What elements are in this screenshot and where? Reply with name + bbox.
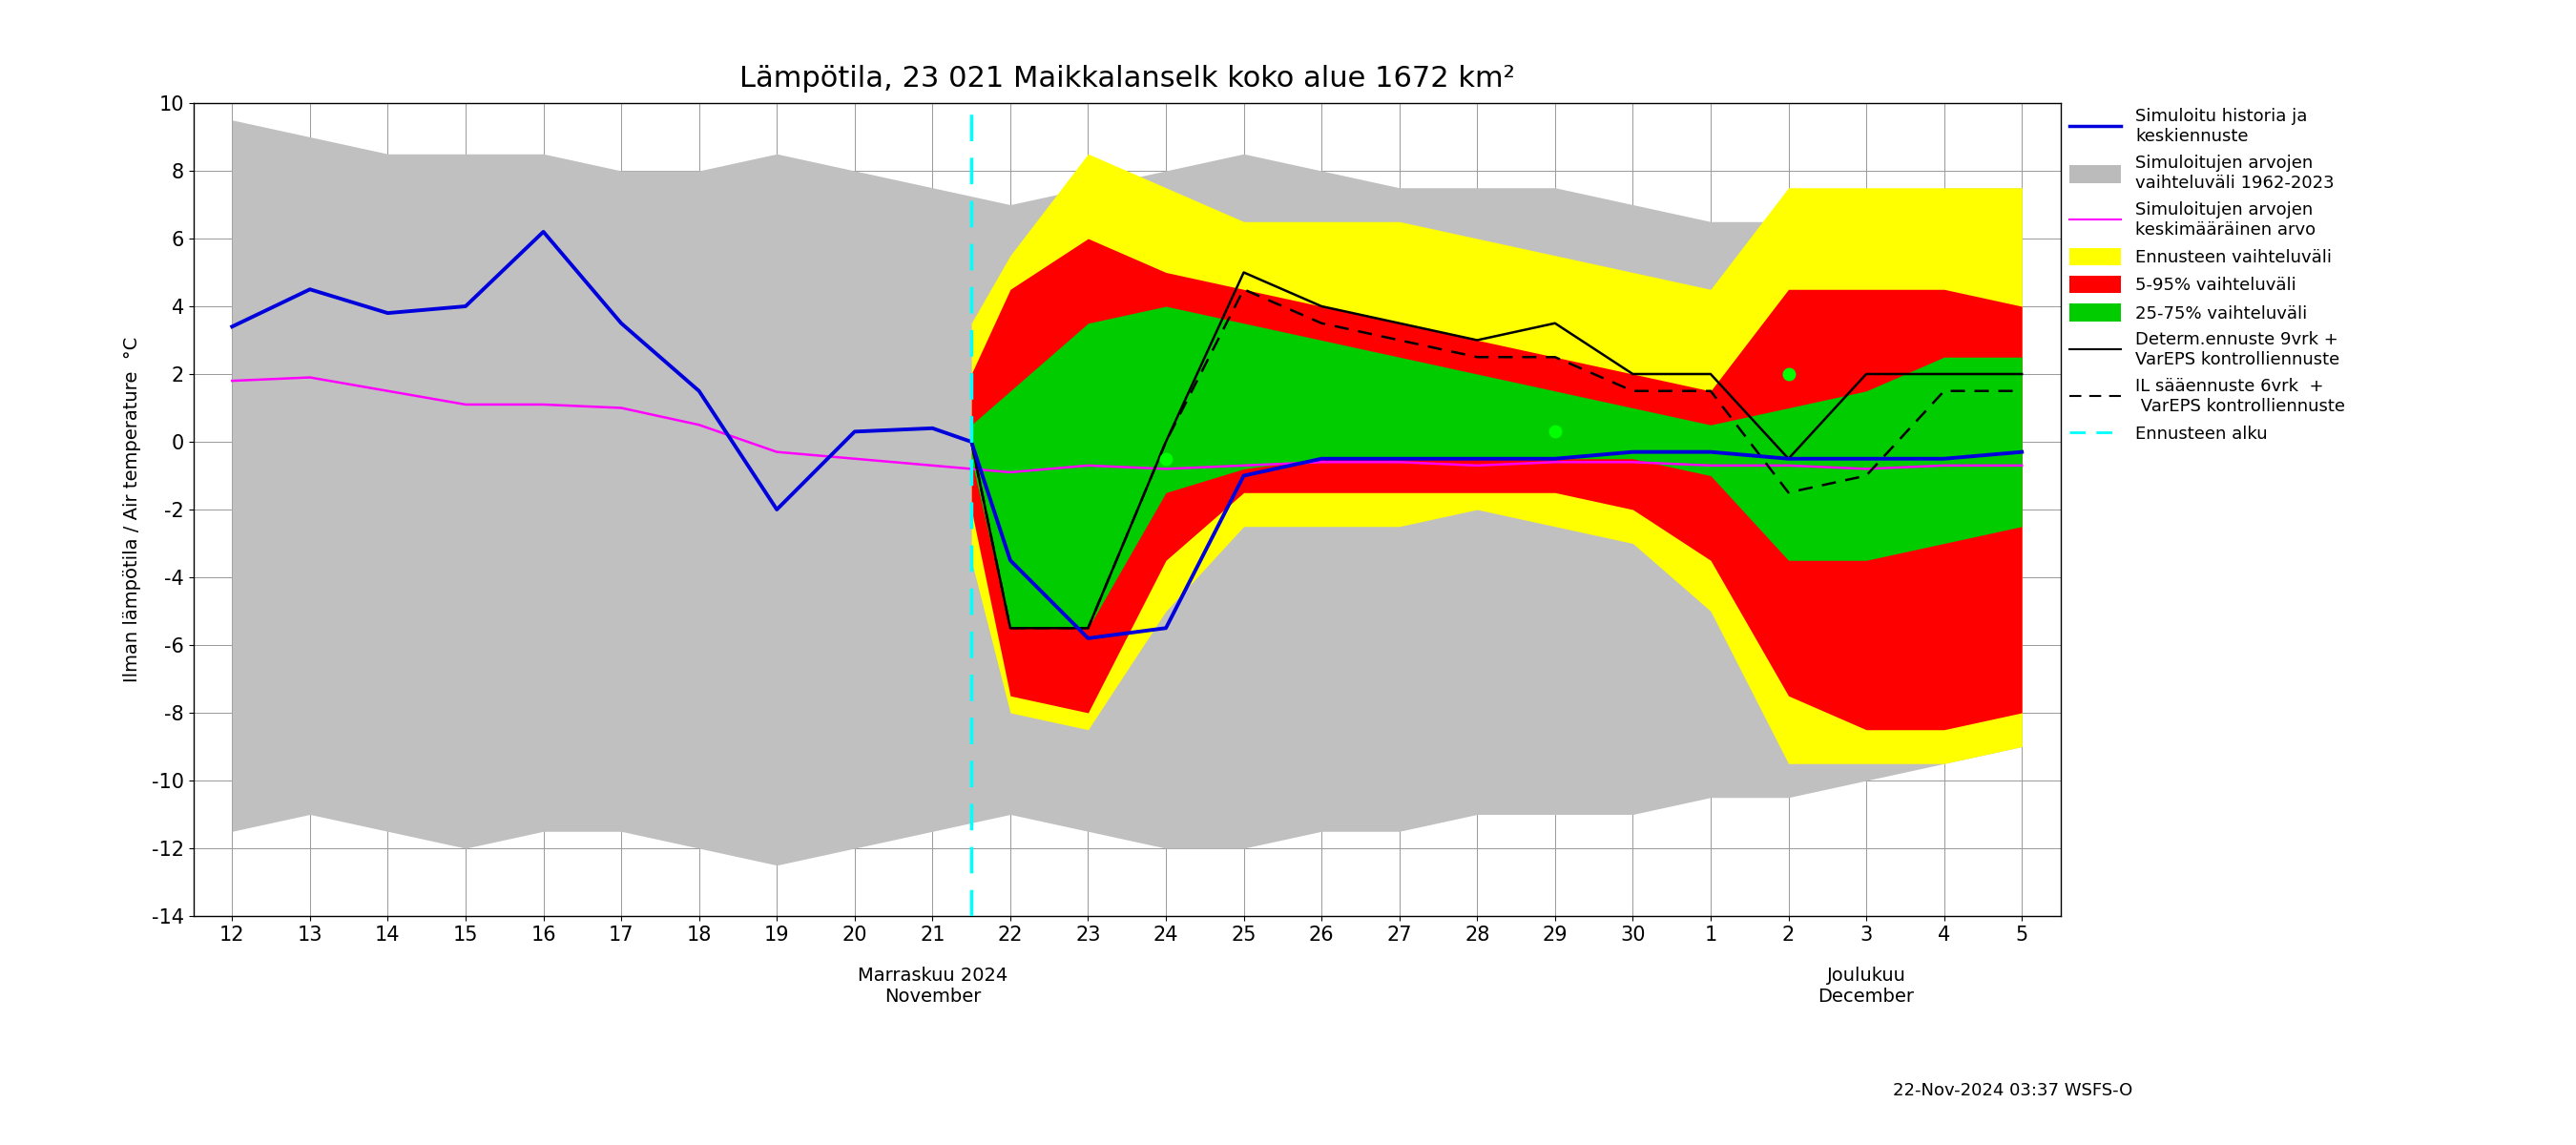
Legend: Simuloitu historia ja
keskiennuste, Simuloitujen arvojen
vaihteluväli 1962-2023,: Simuloitu historia ja keskiennuste, Simu…: [2063, 103, 2349, 448]
Y-axis label: Ilman lämpötila / Air temperature  °C: Ilman lämpötila / Air temperature °C: [124, 337, 142, 682]
Text: Marraskuu 2024
November: Marraskuu 2024 November: [858, 966, 1007, 1006]
Text: 22-Nov-2024 03:37 WSFS-O: 22-Nov-2024 03:37 WSFS-O: [1893, 1082, 2133, 1099]
Text: Joulukuu
December: Joulukuu December: [1819, 966, 1914, 1006]
Title: Lämpötila, 23 021 Maikkalanselk koko alue 1672 km²: Lämpötila, 23 021 Maikkalanselk koko alu…: [739, 65, 1515, 93]
